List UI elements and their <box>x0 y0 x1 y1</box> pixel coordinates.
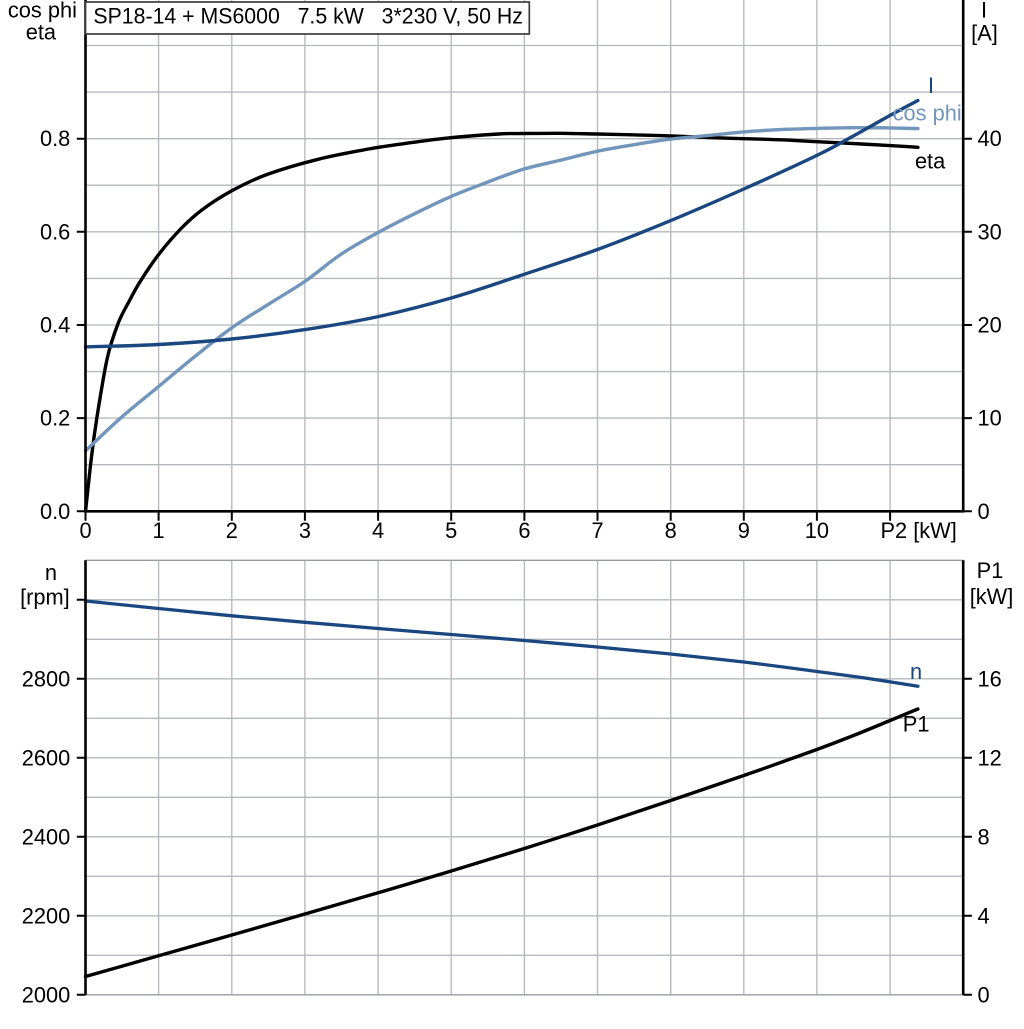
svg-text:P1: P1 <box>903 712 930 737</box>
svg-text:2: 2 <box>226 518 238 543</box>
svg-text:eta: eta <box>915 149 946 174</box>
svg-text:eta: eta <box>26 20 57 45</box>
svg-text:2200: 2200 <box>22 903 71 928</box>
svg-text:2800: 2800 <box>22 666 71 691</box>
svg-text:4: 4 <box>372 518 384 543</box>
svg-text:16: 16 <box>978 666 1002 691</box>
svg-text:n: n <box>910 659 922 684</box>
svg-text:P1: P1 <box>977 558 1004 583</box>
svg-text:3: 3 <box>299 518 311 543</box>
svg-text:0: 0 <box>978 982 990 1007</box>
svg-text:SP18-14 + MS6000 7.5 kW 3*: SP18-14 + MS6000 7.5 kW 3*230 V, 50 Hz <box>93 4 523 29</box>
svg-text:0.8: 0.8 <box>40 126 70 151</box>
svg-text:12: 12 <box>978 745 1002 770</box>
svg-text:6: 6 <box>518 518 530 543</box>
svg-text:8: 8 <box>978 824 990 849</box>
svg-text:[kW]: [kW] <box>970 584 1014 609</box>
svg-text:0: 0 <box>79 518 91 543</box>
svg-text:10: 10 <box>805 518 829 543</box>
svg-text:0.6: 0.6 <box>40 219 70 244</box>
svg-text:[rpm]: [rpm] <box>20 585 70 610</box>
svg-text:30: 30 <box>978 219 1002 244</box>
svg-text:0: 0 <box>978 499 990 524</box>
svg-text:5: 5 <box>445 518 457 543</box>
svg-text:10: 10 <box>978 406 1002 431</box>
svg-text:20: 20 <box>978 313 1002 338</box>
svg-text:2600: 2600 <box>22 745 71 770</box>
svg-text:0.4: 0.4 <box>40 313 70 338</box>
svg-text:cos phi: cos phi <box>8 0 77 23</box>
svg-text:cos phi: cos phi <box>893 101 962 126</box>
svg-text:1: 1 <box>153 518 165 543</box>
svg-text:40: 40 <box>978 126 1002 151</box>
svg-text:[A]: [A] <box>971 21 998 46</box>
svg-text:4: 4 <box>978 903 990 928</box>
svg-text:I: I <box>928 73 934 98</box>
svg-text:7: 7 <box>591 518 603 543</box>
svg-text:9: 9 <box>738 518 750 543</box>
svg-text:I: I <box>981 0 987 23</box>
svg-text:0.2: 0.2 <box>40 406 70 431</box>
svg-text:8: 8 <box>665 518 677 543</box>
svg-text:n: n <box>45 560 57 585</box>
svg-text:2000: 2000 <box>22 982 71 1007</box>
svg-text:0.0: 0.0 <box>40 499 70 524</box>
svg-text:2400: 2400 <box>22 824 71 849</box>
svg-text:P2 [kW]: P2 [kW] <box>881 518 957 543</box>
